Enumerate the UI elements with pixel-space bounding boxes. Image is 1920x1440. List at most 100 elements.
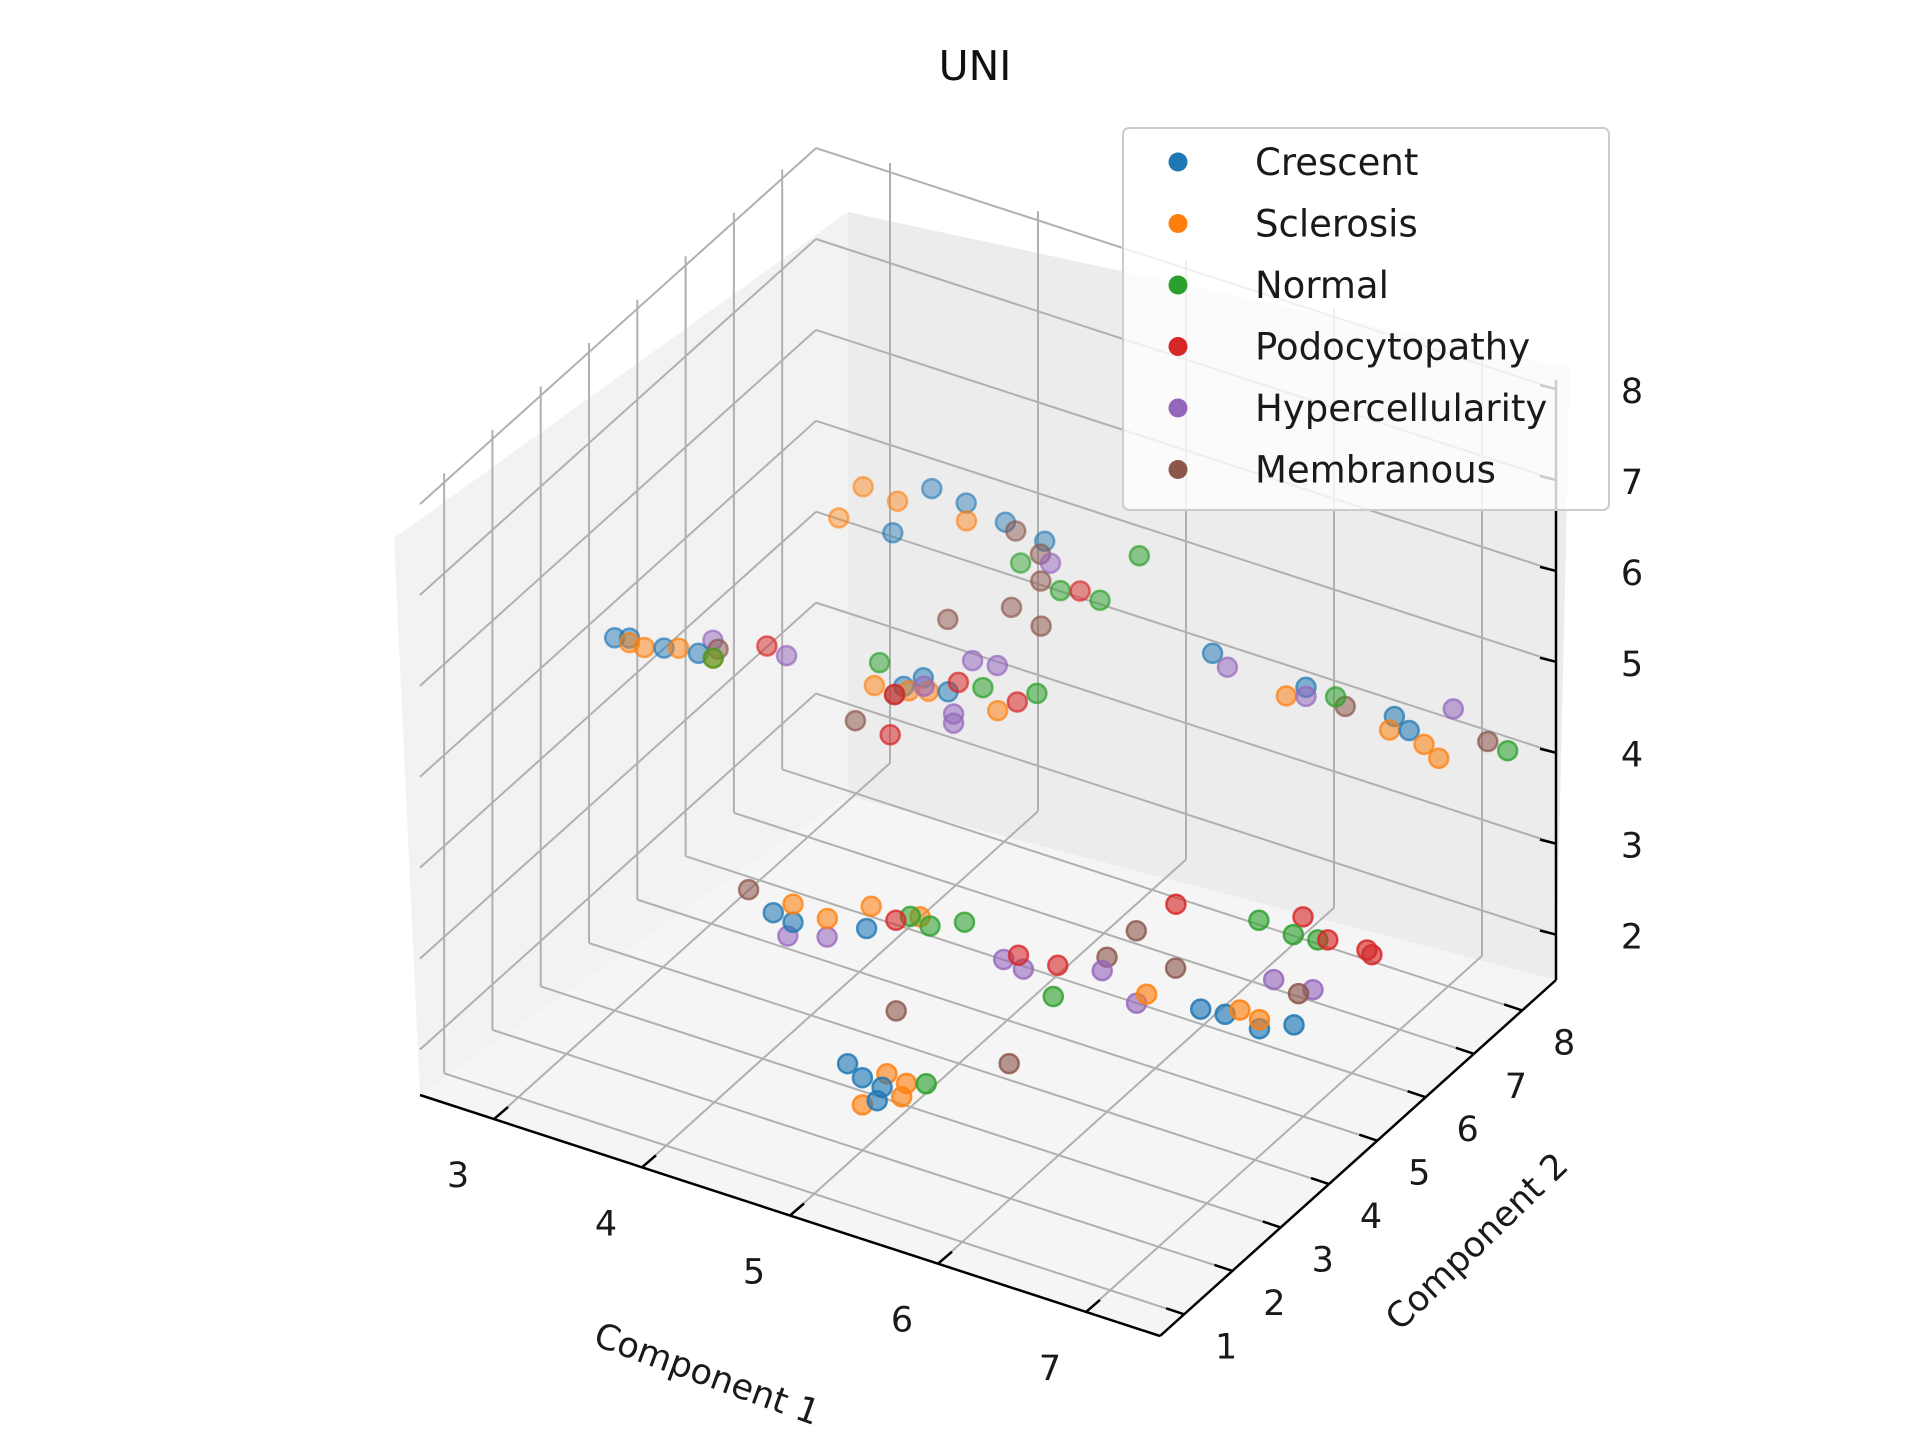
data-point: [756, 635, 778, 657]
grid-line-z-left: [419, 238, 817, 596]
legend-label: Crescent: [1255, 141, 1418, 184]
x-tick-label: 4: [595, 1204, 617, 1244]
data-point: [1026, 682, 1048, 705]
grid-line-y-floor: [637, 898, 1378, 1142]
y-tick: [1407, 1090, 1427, 1099]
y-tick-label: 2: [1263, 1284, 1285, 1324]
z-tick: [1539, 565, 1557, 573]
z-tick-label: 4: [1621, 736, 1643, 776]
data-point: [1007, 944, 1030, 966]
z-tick-label: 8: [1621, 372, 1643, 412]
x-tick: [789, 1202, 805, 1217]
data-point: [885, 1000, 907, 1022]
data-point: [816, 907, 839, 930]
x-tick: [1085, 1298, 1101, 1313]
grid-line-z-left: [419, 601, 817, 960]
z-tick: [1539, 656, 1557, 664]
y-tick-label: 5: [1408, 1154, 1430, 1194]
data-point: [782, 911, 804, 934]
y-tick-label: 4: [1360, 1197, 1382, 1237]
data-point: [1248, 1008, 1271, 1031]
z-tick-label: 2: [1621, 918, 1643, 958]
data-point: [1006, 691, 1029, 713]
y-tick-label: 3: [1312, 1240, 1334, 1280]
data-point: [1356, 939, 1378, 961]
grid-line-y-floor: [685, 855, 1426, 1099]
data-point: [942, 712, 965, 734]
legend-marker: [1168, 460, 1188, 479]
grid-line-x-floor: [1085, 955, 1483, 1313]
grid-line-z-left: [419, 147, 817, 505]
grid-line-y-floor: [492, 1028, 1233, 1272]
x-tick-label: 7: [1039, 1349, 1061, 1389]
data-point: [782, 893, 804, 915]
data-point: [852, 476, 874, 498]
legend-marker: [1168, 152, 1188, 172]
y-tick: [1503, 1003, 1523, 1012]
x-tick: [937, 1250, 953, 1265]
data-point: [844, 709, 867, 732]
y-tick: [1165, 1307, 1185, 1316]
data-point: [955, 492, 977, 514]
data-point: [937, 608, 959, 631]
grid-line-x-floor: [789, 858, 1187, 1217]
z-tick-label: 5: [1621, 645, 1643, 685]
y-tick-label: 1: [1215, 1327, 1237, 1367]
legend-label: Hypercellularity: [1255, 387, 1547, 430]
data-point: [1201, 642, 1224, 665]
data-point: [1413, 733, 1435, 756]
data-point: [863, 674, 886, 697]
data-point: [1283, 1014, 1305, 1036]
grid-line-z-left: [419, 329, 817, 687]
data-point: [702, 647, 724, 669]
data-point: [816, 926, 838, 948]
x-tick: [641, 1154, 657, 1169]
x-axis-label: Component 1: [589, 1315, 825, 1434]
grid-line-z-left: [419, 420, 817, 778]
z-tick: [1539, 838, 1557, 845]
data-point: [868, 651, 891, 674]
grid-line-y-floor: [733, 811, 1475, 1055]
data-point: [1262, 968, 1285, 991]
data-point: [1004, 520, 1027, 542]
data-point: [1428, 747, 1450, 770]
data-point: [1292, 906, 1314, 928]
data-point: [1164, 957, 1187, 979]
legend-box: [1122, 127, 1610, 511]
data-point: [1125, 920, 1148, 942]
data-point: [919, 915, 941, 937]
x-tick: [493, 1106, 509, 1121]
data-point: [1282, 923, 1305, 946]
data-point: [1135, 983, 1158, 1005]
data-point: [955, 510, 978, 532]
legend-label: Normal: [1255, 264, 1389, 307]
grid-line-z-left: [419, 692, 817, 1051]
z-tick: [1539, 747, 1557, 754]
legend-marker: [1168, 214, 1188, 233]
legend-marker: [1168, 398, 1188, 418]
y-tick: [1358, 1133, 1378, 1142]
x-tick-label: 6: [891, 1301, 913, 1341]
grid-line-x-floor: [937, 906, 1335, 1265]
data-point: [1047, 954, 1069, 977]
data-points: [603, 476, 1519, 1116]
data-point: [886, 490, 909, 512]
z-tick: [1539, 929, 1557, 936]
data-point: [855, 917, 878, 940]
grid-line-y-floor: [781, 768, 1523, 1012]
data-point: [1089, 589, 1111, 612]
legend-marker: [1168, 337, 1188, 356]
y-tick: [1310, 1176, 1330, 1186]
data-point: [737, 878, 760, 901]
data-point: [1009, 552, 1032, 574]
data-point: [762, 901, 785, 924]
data-point: [1324, 686, 1347, 708]
data-point: [972, 676, 994, 699]
data-point: [1216, 656, 1239, 678]
data-point: [1442, 698, 1465, 720]
grid-line-y-floor: [540, 985, 1282, 1229]
data-point: [986, 699, 1009, 722]
grid-line-z-back: [815, 601, 1557, 845]
data-point: [866, 1089, 888, 1112]
y-tick-label: 7: [1505, 1067, 1527, 1107]
